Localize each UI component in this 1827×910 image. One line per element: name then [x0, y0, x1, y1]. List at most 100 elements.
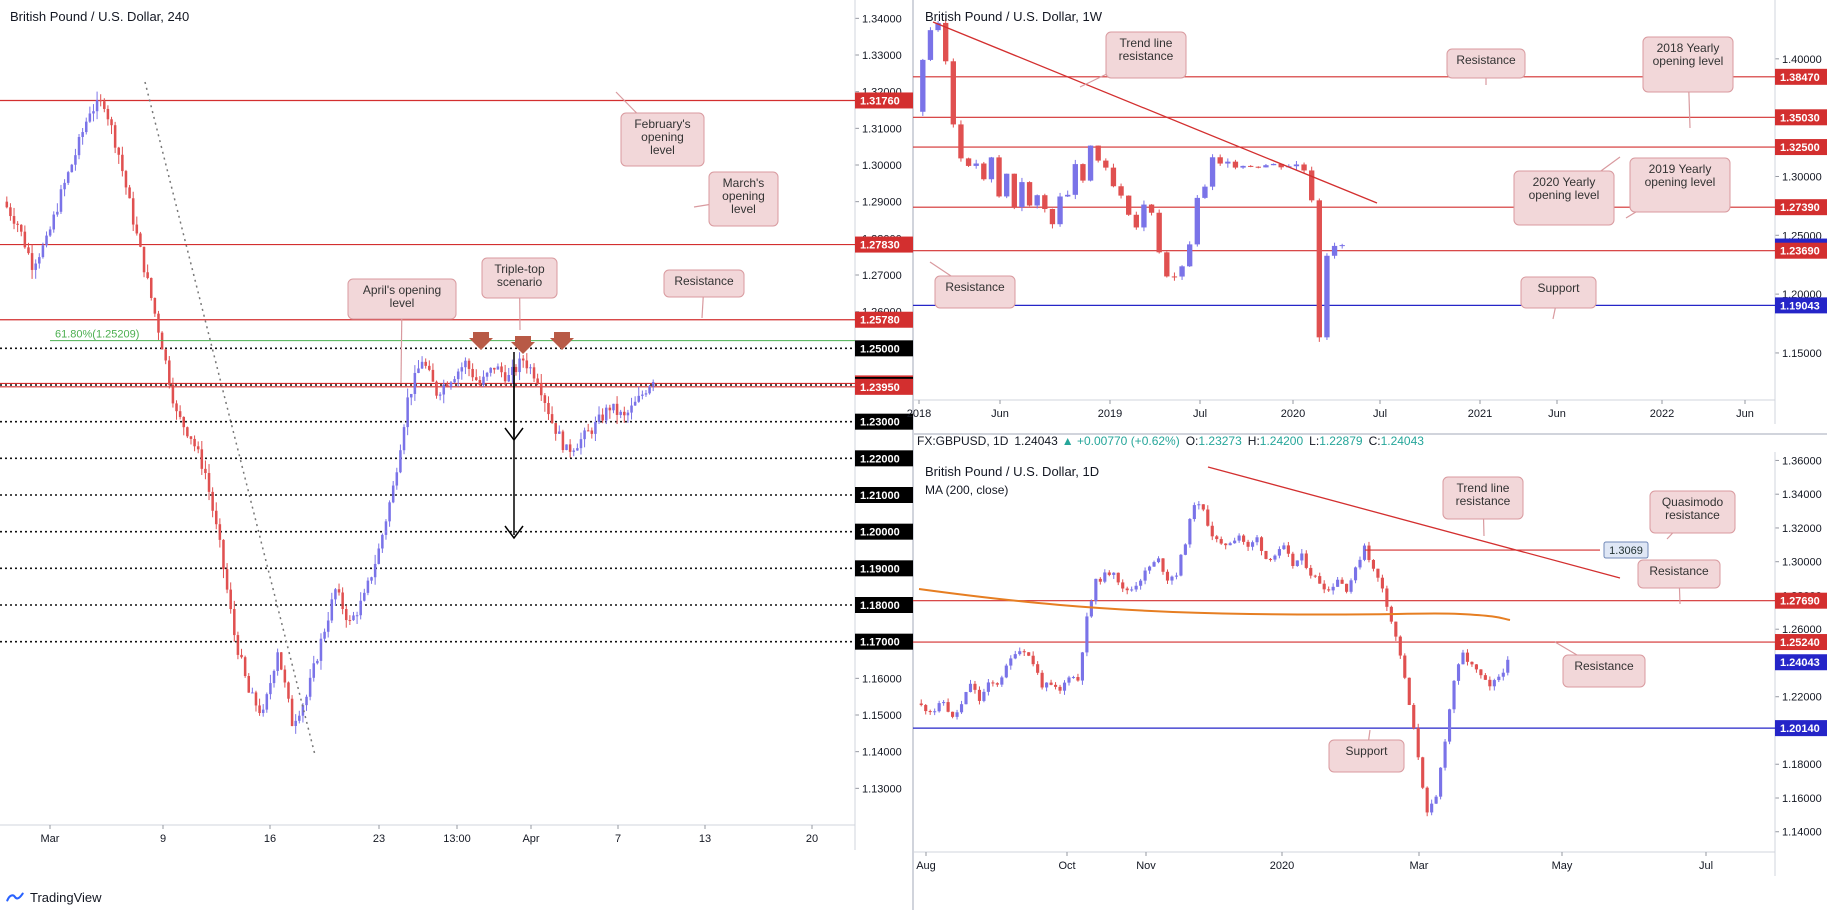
level-badge	[1775, 654, 1827, 671]
callout-trend-line-line: resistance	[1456, 494, 1511, 508]
callout-triple-top-line: Triple-top	[494, 262, 545, 276]
candle-body	[1331, 245, 1338, 256]
candle-body	[1385, 588, 1389, 607]
tradingview-brand[interactable]: TradingView	[6, 886, 102, 908]
candle-body	[399, 450, 402, 473]
candle-body	[355, 615, 359, 617]
candle-body	[1407, 677, 1411, 705]
candle-body	[928, 711, 932, 713]
candle-body	[1248, 165, 1254, 167]
candle-body	[1259, 537, 1264, 551]
candle-body	[550, 414, 554, 424]
candle-body	[142, 246, 146, 273]
callout-resistance-low-box	[1562, 654, 1646, 688]
candle-body	[927, 30, 934, 60]
level-badge-label: 1.20000	[860, 527, 900, 539]
candle-body	[977, 689, 982, 701]
chart-panel-weekly[interactable]: 1.400001.350001.300001.250001.200001.150…	[907, 0, 1827, 424]
candle-body	[1268, 558, 1273, 560]
candle-body	[359, 600, 362, 616]
level-badge-label: 1.31760	[860, 95, 900, 107]
candle-body	[594, 421, 597, 434]
candle-body	[532, 367, 536, 379]
ma-200-line	[918, 588, 1511, 621]
x-tick-label: 13:00	[443, 833, 471, 845]
x-tick-label: 2018	[907, 408, 931, 420]
callout-resistance-low-box	[934, 275, 1016, 309]
x-tick-label: Jun	[1736, 408, 1754, 420]
candle-body	[986, 682, 990, 692]
level-badge-label: 1.20140	[1780, 723, 1820, 735]
candle-body	[1394, 621, 1398, 637]
candle-body	[525, 360, 529, 369]
candle-body	[1430, 803, 1434, 813]
candle-body	[1313, 575, 1317, 577]
candle-body	[1004, 173, 1010, 197]
callout-trend-line-text: Trend line resistance	[1456, 481, 1511, 508]
candle-body	[586, 430, 590, 432]
candle-body	[1121, 582, 1125, 589]
x-tick-label: Jul	[1193, 408, 1207, 420]
candle-body	[38, 257, 41, 264]
candle-body	[981, 163, 987, 180]
candle-body	[1080, 164, 1086, 181]
callout-trend-line-line: resistance	[1119, 49, 1174, 63]
candle-body	[1304, 553, 1308, 568]
chart-panel-daily[interactable]: 1.360001.340001.320001.300001.280001.260…	[913, 452, 1827, 876]
candle-body	[558, 431, 561, 434]
candle-body	[935, 22, 941, 31]
candle-body	[565, 444, 568, 451]
candle-body	[1483, 675, 1487, 680]
candle-body	[59, 189, 63, 212]
candle-body	[924, 705, 928, 712]
candle-body	[1152, 562, 1156, 567]
level-badge	[855, 413, 913, 430]
candle-body	[211, 491, 214, 511]
x-tick-label: 2020	[1281, 408, 1305, 420]
y-tick-label: 1.30000	[862, 160, 902, 172]
fib-level-label: 61.80%(1.25209)	[55, 329, 139, 341]
target-arrow-head	[504, 525, 524, 540]
candle-body	[1421, 757, 1425, 788]
candle-body	[1192, 505, 1196, 520]
candle-body	[196, 446, 200, 450]
candle-body	[1398, 636, 1402, 656]
candle-body	[308, 677, 312, 697]
candle-body	[572, 450, 576, 452]
candle-body	[175, 403, 178, 412]
candle-body	[1470, 661, 1474, 665]
candle-body	[1094, 578, 1098, 602]
candle-body	[1201, 504, 1205, 510]
candle-body	[377, 548, 381, 564]
candle-body	[16, 223, 19, 225]
candle-body	[1497, 676, 1501, 681]
candle-body	[630, 405, 633, 413]
chart-panel-4h[interactable]: 1.340001.330001.320001.310001.300001.290…	[0, 0, 913, 850]
candle-body	[1264, 550, 1268, 559]
candle-body	[298, 715, 301, 721]
candle-body	[637, 395, 641, 402]
candle-body	[45, 235, 48, 246]
candle-body	[30, 253, 34, 270]
candle-body	[1210, 525, 1214, 537]
candle-body	[1011, 173, 1017, 208]
candle-body	[1371, 559, 1376, 569]
candle-body	[171, 384, 175, 404]
candle-body	[1255, 537, 1259, 543]
candle-body	[204, 468, 207, 474]
candle-body	[964, 692, 968, 705]
level-badge	[1775, 68, 1827, 85]
candle-body	[982, 691, 986, 701]
candle-body	[576, 448, 579, 451]
candle-body	[991, 682, 995, 684]
candle-body	[214, 510, 218, 525]
candle-body	[1316, 200, 1322, 338]
callout-february-open-line: opening	[641, 130, 684, 144]
candle-body	[19, 224, 23, 232]
candle-body	[1036, 664, 1040, 673]
level-badge	[855, 523, 913, 540]
candle-body	[1156, 212, 1162, 253]
candle-body	[460, 367, 464, 372]
level-badge	[1775, 109, 1827, 126]
candle-body	[103, 101, 106, 109]
